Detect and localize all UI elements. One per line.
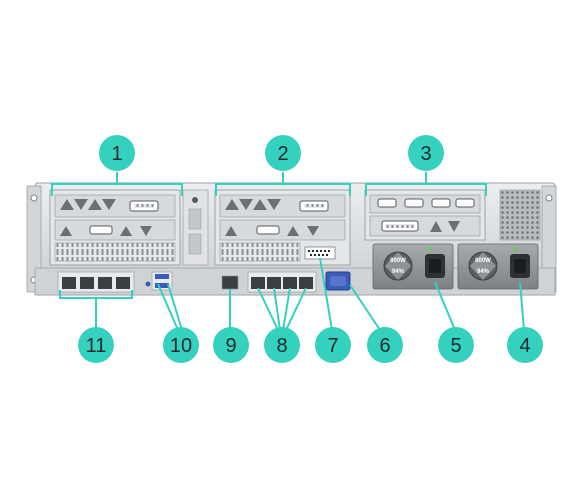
- callout-6: 6: [367, 327, 403, 363]
- psu-2-watts: 800W: [475, 258, 491, 264]
- power-supply-2: 800W 94%: [457, 243, 539, 290]
- callout-4: 4: [507, 327, 543, 363]
- callout-label: 2: [277, 143, 288, 165]
- callout-label: 6: [379, 335, 390, 357]
- rear-vent-block: [499, 189, 541, 241]
- callout-label: 4: [519, 335, 530, 357]
- embedded-nic-ports: [247, 271, 317, 293]
- callout-11: 11: [78, 327, 114, 363]
- psu-2-efficiency: 94%: [477, 269, 490, 275]
- callout-label: 9: [225, 335, 236, 357]
- callout-label: 8: [276, 335, 287, 357]
- callout-1: 1: [99, 135, 135, 171]
- rear-usb-column: [182, 189, 209, 266]
- callout-label: 1: [111, 143, 122, 165]
- psu-1-watts: 800W: [390, 258, 406, 264]
- pcie-riser-2: [214, 189, 351, 266]
- power-supply-1: 800W 94%: [372, 243, 454, 290]
- callout-5: 5: [438, 327, 474, 363]
- callout-label: 10: [170, 335, 192, 357]
- callout-3: 3: [408, 135, 444, 171]
- callout-label: 11: [86, 335, 107, 357]
- callout-label: 7: [327, 335, 338, 357]
- callout-label: 5: [450, 335, 461, 357]
- callout-label: 3: [420, 143, 431, 165]
- callout-9: 9: [213, 327, 249, 363]
- usb-ports: [145, 271, 173, 291]
- flexible-lom-ports: [57, 271, 135, 293]
- vga-port: [325, 271, 351, 291]
- psu-1-efficiency: 94%: [392, 269, 405, 275]
- callout-8: 8: [264, 327, 300, 363]
- pcie-riser-1: [49, 189, 181, 266]
- pcie-riser-3: [364, 189, 486, 241]
- callout-7: 7: [315, 327, 351, 363]
- callout-10: 10: [163, 327, 199, 363]
- leader-lines: [51, 172, 525, 331]
- callout-2: 2: [265, 135, 301, 171]
- ilo-port: [221, 275, 239, 290]
